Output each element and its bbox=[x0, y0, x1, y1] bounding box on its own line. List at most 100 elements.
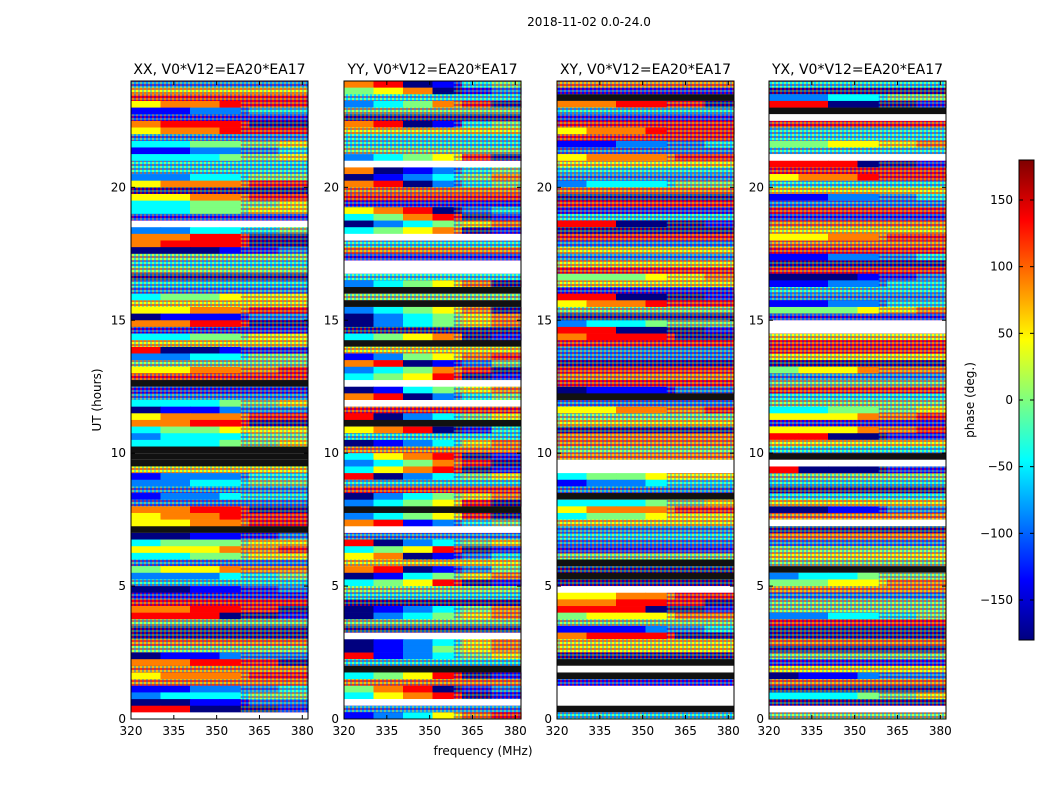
phase-band-segment bbox=[219, 240, 250, 248]
noise-overlay bbox=[557, 419, 734, 427]
flagged-band bbox=[557, 665, 734, 673]
phase-band-segment bbox=[645, 320, 676, 328]
phase-band-segment bbox=[344, 353, 375, 361]
noise-overlay bbox=[769, 81, 946, 88]
phase-band-segment bbox=[828, 433, 859, 441]
fringe-region bbox=[666, 599, 734, 607]
phase-band-segment bbox=[616, 612, 647, 620]
fringe-region bbox=[453, 280, 521, 288]
phase-band-segment bbox=[828, 253, 859, 261]
phase-band-segment bbox=[403, 100, 434, 108]
phase-band-segment bbox=[131, 346, 162, 354]
fringe-region bbox=[240, 413, 308, 421]
phase-band-segment bbox=[219, 180, 250, 188]
y-tick-label: 0 bbox=[118, 712, 126, 726]
noise-overlay bbox=[344, 147, 521, 155]
phase-band-segment bbox=[586, 180, 617, 188]
phase-band-segment bbox=[586, 506, 617, 514]
dark-band bbox=[557, 705, 734, 713]
phase-band-segment bbox=[160, 127, 191, 135]
phase-band-segment bbox=[432, 612, 463, 620]
phase-band-segment bbox=[798, 672, 829, 680]
dark-band bbox=[557, 393, 734, 400]
phase-band-segment bbox=[586, 320, 617, 328]
phase-band-segment bbox=[769, 160, 800, 168]
fringe-region bbox=[240, 433, 308, 441]
phase-band-segment bbox=[645, 140, 676, 148]
phase-band-segment bbox=[798, 692, 829, 700]
fringe-region bbox=[453, 353, 521, 361]
y-tick-label: 5 bbox=[544, 579, 552, 593]
noise-overlay bbox=[769, 120, 946, 128]
phase-band-segment bbox=[219, 107, 250, 115]
noise-overlay bbox=[131, 466, 308, 474]
phase-band-segment bbox=[828, 506, 859, 514]
y-tick-label: 0 bbox=[544, 712, 552, 726]
phase-band-segment bbox=[219, 174, 250, 181]
flagged-band bbox=[344, 632, 521, 640]
phase-band-segment bbox=[344, 174, 375, 181]
phase-band-segment bbox=[645, 612, 676, 620]
phase-band-segment bbox=[344, 87, 375, 95]
phase-band-segment bbox=[160, 612, 191, 620]
phase-band-segment bbox=[344, 439, 375, 447]
x-tick-label: 350 bbox=[843, 724, 866, 738]
phase-band-segment bbox=[160, 672, 191, 680]
phase-band-segment bbox=[190, 606, 221, 613]
noise-overlay bbox=[344, 479, 521, 487]
fringe-region bbox=[240, 233, 308, 241]
phase-band-segment bbox=[557, 625, 588, 633]
fringe-region bbox=[666, 592, 734, 600]
phase-band-segment bbox=[219, 207, 250, 215]
phase-band-segment bbox=[373, 207, 404, 215]
fringe-region bbox=[240, 699, 308, 707]
noise-overlay bbox=[769, 267, 946, 275]
phase-band-segment bbox=[190, 473, 221, 481]
phase-band-segment bbox=[160, 313, 191, 321]
phase-band-segment bbox=[857, 140, 888, 148]
phase-band-segment bbox=[432, 639, 463, 647]
phase-band-segment bbox=[373, 81, 404, 88]
phase-band-segment bbox=[190, 433, 221, 441]
noise-overlay bbox=[131, 187, 308, 195]
noise-overlay bbox=[769, 213, 946, 221]
fringe-region bbox=[453, 366, 521, 374]
fringe-region bbox=[240, 586, 308, 594]
noise-overlay bbox=[769, 659, 946, 667]
fringe-region bbox=[878, 692, 946, 700]
phase-band-segment bbox=[373, 353, 404, 361]
phase-band-segment bbox=[131, 506, 162, 514]
phase-band-segment bbox=[219, 154, 250, 162]
phase-band-segment bbox=[432, 207, 463, 215]
noise-overlay bbox=[557, 81, 734, 88]
phase-band-segment bbox=[432, 519, 463, 527]
noise-overlay bbox=[131, 360, 308, 368]
fringe-region bbox=[453, 439, 521, 447]
phase-band-segment bbox=[557, 273, 588, 281]
phase-band-segment bbox=[828, 140, 859, 148]
noise-overlay bbox=[769, 333, 946, 341]
phase-band-segment bbox=[403, 639, 434, 647]
noise-overlay bbox=[557, 340, 734, 348]
phase-band-segment bbox=[432, 313, 463, 321]
phase-band-segment bbox=[769, 193, 800, 201]
phase-band-segment bbox=[645, 300, 676, 308]
phase-band-segment bbox=[857, 579, 888, 587]
phase-band-segment bbox=[219, 100, 250, 108]
phase-band-segment bbox=[645, 220, 676, 228]
noise-overlay bbox=[769, 313, 946, 321]
fringe-region bbox=[240, 107, 308, 115]
phase-band-segment bbox=[219, 672, 250, 680]
phase-band-segment bbox=[828, 466, 859, 474]
phase-band-segment bbox=[616, 606, 647, 613]
phase-band-segment bbox=[131, 154, 162, 162]
fringe-region bbox=[878, 433, 946, 441]
phase-band-segment bbox=[219, 659, 250, 667]
noise-overlay bbox=[557, 207, 734, 215]
fringe-region bbox=[878, 100, 946, 108]
noise-overlay bbox=[769, 400, 946, 407]
phase-band-segment bbox=[432, 393, 463, 401]
phase-band-segment bbox=[432, 439, 463, 447]
phase-band-segment bbox=[160, 154, 191, 162]
phase-band-segment bbox=[403, 459, 434, 467]
